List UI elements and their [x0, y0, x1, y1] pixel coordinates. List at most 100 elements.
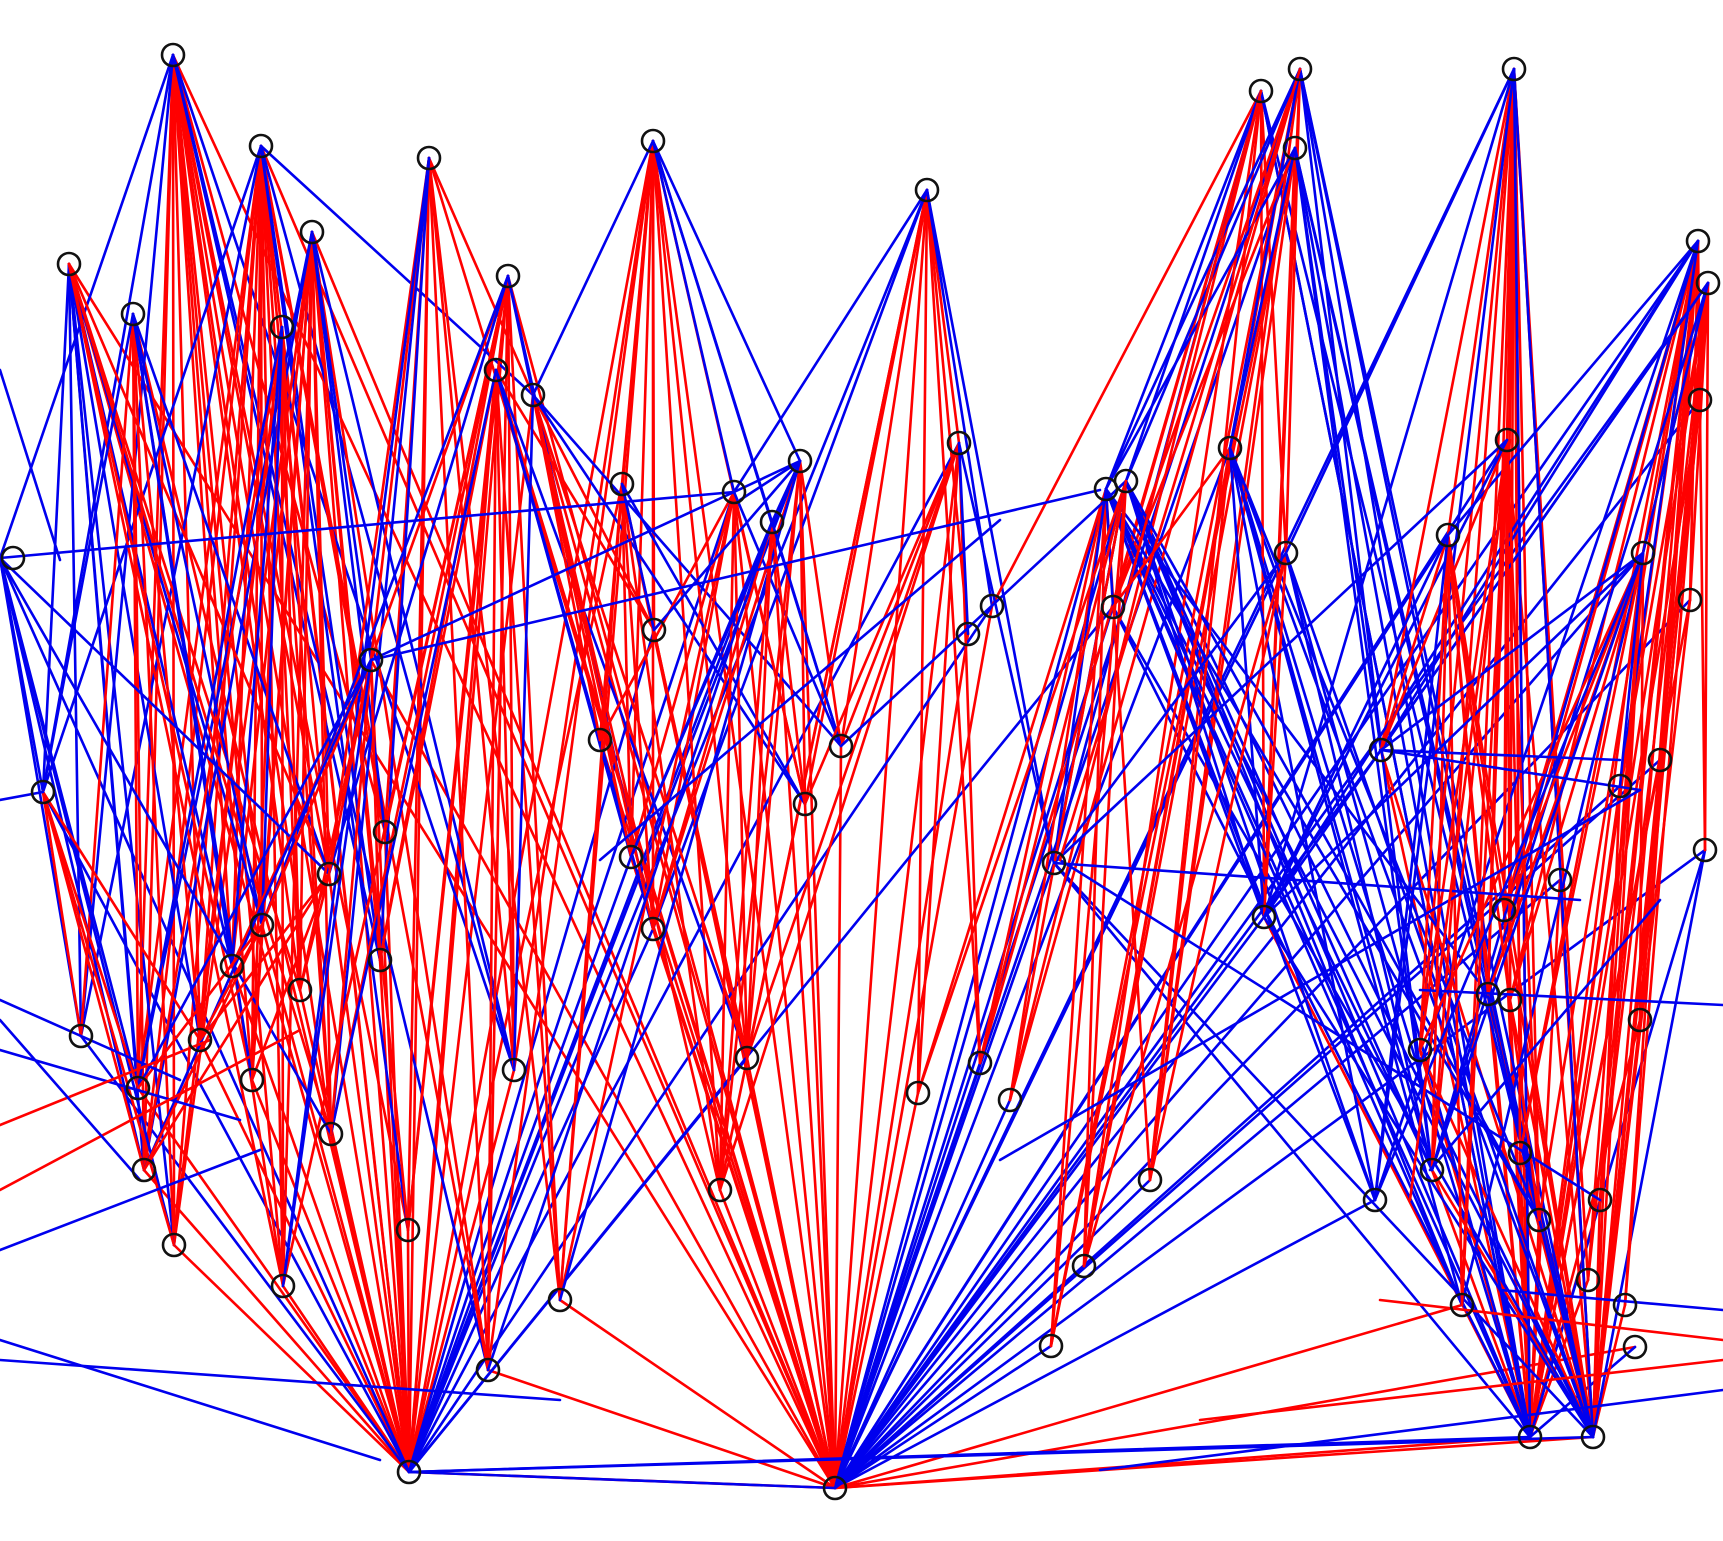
graph-node [946, 430, 972, 456]
red-edge [1082, 487, 1108, 1268]
graph-node [640, 128, 666, 154]
blue-edge [1098, 1388, 1723, 1472]
blue-edge [833, 67, 1516, 1490]
blue-edge [1618, 551, 1645, 788]
blue-edge [407, 927, 655, 1474]
graph-node [1677, 587, 1703, 613]
graph-node [367, 947, 393, 973]
red-edge [250, 872, 331, 1082]
graph-node [1407, 1037, 1433, 1063]
red-edge [916, 479, 1128, 1095]
graph-node [955, 621, 981, 647]
red-edge [281, 230, 314, 1288]
graph-node [131, 1157, 157, 1183]
graph-node [1627, 1007, 1653, 1033]
red-edge [378, 958, 411, 1474]
blue-edge [281, 156, 431, 1288]
red-edge [486, 368, 498, 1372]
blue-edge [833, 605, 1115, 1490]
blue-edge [41, 262, 71, 794]
red-edge [198, 325, 284, 1042]
graph-node [1494, 427, 1520, 453]
red-edge [798, 459, 807, 806]
graph-node [1113, 468, 1139, 494]
blue-edge [486, 520, 774, 1372]
red-edge [142, 1168, 411, 1474]
blue-edge [558, 459, 802, 1302]
blue-edge [67, 262, 146, 1172]
blue-edge [0, 368, 62, 562]
blue-edge [620, 482, 656, 632]
graph-node [547, 1287, 573, 1313]
red-edge [651, 139, 722, 1192]
graph-node [1251, 904, 1277, 930]
red-edge [1418, 67, 1516, 1052]
blue-edge [281, 658, 373, 1288]
blue-edge [1379, 281, 1710, 752]
red-edge [718, 1188, 837, 1490]
graph-node [1607, 773, 1633, 799]
blue-edge [259, 144, 535, 397]
graph-node [125, 1075, 151, 1101]
red-edge [531, 393, 602, 742]
red-edge [1658, 239, 1700, 762]
red-edge [833, 1091, 920, 1490]
red-edge [494, 368, 562, 1302]
red-edge [1638, 551, 1645, 1022]
red-edge [925, 188, 970, 636]
blue-edge [1262, 67, 1516, 919]
graph-node [1507, 1140, 1533, 1166]
graph-node [120, 301, 146, 327]
blue-edge [1104, 487, 1490, 996]
graph-node [1526, 1207, 1552, 1233]
blue-edge [0, 556, 333, 1136]
graph-node [161, 1232, 187, 1258]
red-edge [1598, 239, 1700, 1202]
graph-node [1419, 1157, 1445, 1183]
red-edge [1508, 551, 1645, 1002]
red-edge [260, 923, 411, 1474]
blue-edge [998, 788, 1642, 1162]
red-edge [1486, 438, 1509, 996]
blue-edge [1373, 551, 1645, 1202]
red-edge [531, 393, 722, 1192]
graph-node [1449, 1292, 1475, 1318]
red-edge [172, 1243, 411, 1474]
red-edge [1591, 1198, 1602, 1439]
graph-node [287, 977, 313, 1003]
red-edge [136, 144, 263, 1090]
blue-edge [171, 53, 490, 1372]
blue-edge [407, 490, 736, 1474]
red-edge [0, 1038, 212, 1127]
red-edge [41, 790, 83, 1038]
red-edge [0, 1028, 302, 1192]
red-edge [770, 520, 807, 806]
graph-node [1100, 594, 1126, 620]
graph-node [30, 779, 56, 805]
graph-node [416, 145, 442, 171]
graph-node [249, 912, 275, 938]
graph-node [640, 916, 666, 942]
graph-node [495, 263, 521, 289]
red-edge [1688, 281, 1710, 602]
graph-node [822, 1475, 848, 1501]
red-edge [1082, 89, 1263, 1268]
blue-edge [1373, 533, 1450, 1202]
blue-edge [1262, 551, 1645, 919]
red-edge [1430, 533, 1450, 1172]
blue-edge [0, 1048, 242, 1122]
red-edge [260, 658, 373, 927]
red-edge [531, 393, 837, 1490]
red-edge [1082, 446, 1232, 1268]
graph-node [270, 1273, 296, 1299]
graph-node [187, 1027, 213, 1053]
red-edge [1418, 533, 1450, 1052]
red-edge [41, 790, 140, 1090]
blue-edge [407, 520, 774, 1474]
blue-edge [531, 393, 843, 748]
red-edge [1512, 67, 1541, 1222]
red-edge [745, 520, 774, 1060]
red-edge [558, 482, 624, 1302]
blue-edge [0, 556, 176, 1247]
graph-node [1497, 987, 1523, 1013]
